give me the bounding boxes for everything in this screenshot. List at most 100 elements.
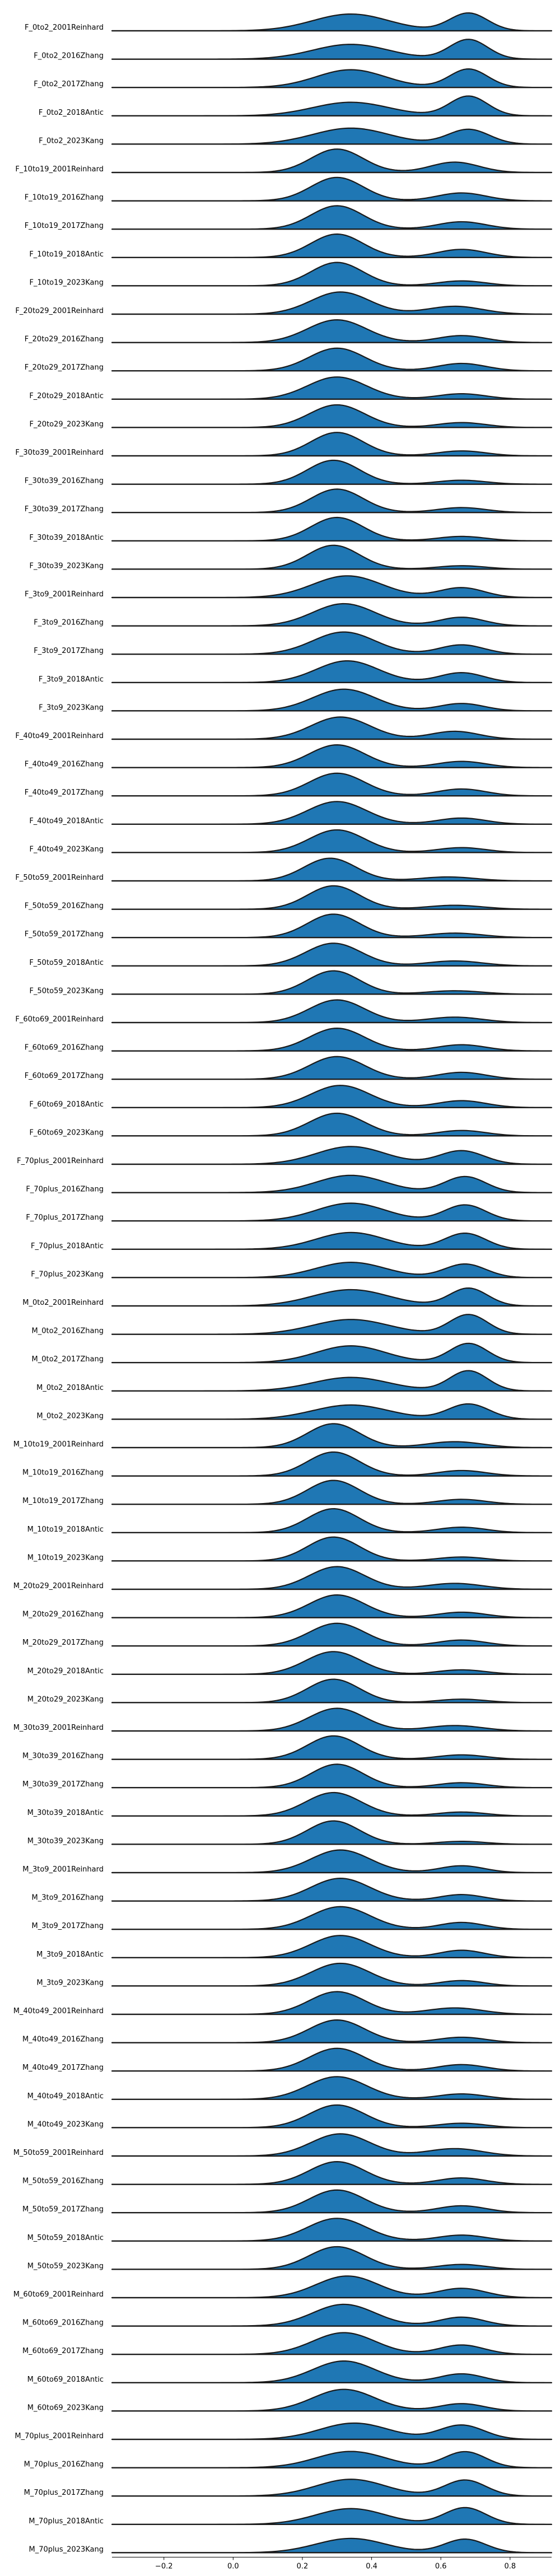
ridge-density [111,2537,553,2554]
row-label: M_30to39_2018Antic [27,1809,104,1817]
ridge-density [111,1287,553,1307]
ridge-density [111,148,553,174]
ridge-row: M_3to9_2001Reinhard [22,1849,553,1874]
row-label: F_0to2_2023Kang [39,137,104,145]
row-label: M_10to19_2016Zhang [22,1469,104,1477]
ridge-row: F_50to59_2017Zhang [25,913,553,939]
ridge-density [111,999,553,1024]
ridge-row: F_40to49_2016Zhang [25,744,553,769]
row-label: F_10to19_2023Kang [30,278,104,287]
x-tick-label: 0.2 [297,2562,309,2570]
ridge-row: F_60to69_2023Kang [30,1112,553,1137]
row-label: F_40to49_2018Antic [29,817,104,825]
row-label: F_60to69_2017Zhang [25,1072,104,1080]
row-label: M_50to59_2016Zhang [22,2177,104,2186]
ridge-row: F_70plus_2017Zhang [26,1202,553,1222]
ridge-density [111,459,553,485]
row-label: M_20to29_2018Antic [27,1667,104,1676]
ridge-row: F_3to9_2016Zhang [34,603,553,627]
ridge-row: F_20to29_2023Kang [30,404,553,428]
ridge-density [111,603,553,627]
row-label: F_10to19_2001Reinhard [15,165,104,174]
ridge-density [111,1202,553,1222]
row-label: M_40to49_2023Kang [27,2120,104,2129]
ridge-density [111,660,553,683]
ridge-density [111,1566,553,1590]
ridge-density [111,2507,553,2525]
ridge-row: M_40to49_2023Kang [27,2104,553,2129]
ridge-row: M_10to19_2018Antic [27,1508,553,1534]
row-label: M_70plus_2023Kang [29,2545,104,2554]
ridge-density [111,1262,553,1278]
ridge-row: M_60to69_2018Antic [27,2360,553,2384]
ridge-row: F_3to9_2018Antic [39,660,553,684]
row-label: M_70plus_2016Zhang [24,2461,104,2469]
ridge-density [111,2133,553,2157]
ridge-density [111,2479,553,2497]
ridge-row: M_70plus_2001Reinhard [15,2422,553,2440]
ridge-density [111,2246,553,2270]
ridge-density [111,2451,553,2468]
row-label: F_10to19_2018Antic [29,250,104,259]
row-label: F_70plus_2017Zhang [26,1214,104,1222]
row-label: F_20to29_2023Kang [30,420,104,428]
ridge-row: M_40to49_2017Zhang [22,2047,553,2072]
ridge-row: M_3to9_2017Zhang [32,1906,553,1930]
row-label: F_3to9_2018Antic [39,675,104,684]
row-label: F_30to39_2018Antic [29,534,104,542]
row-label: M_60to69_2023Kang [27,2404,104,2412]
ridge-row: M_10to19_2023Kang [27,1536,553,1562]
ridge-row: F_0to2_2018Antic [39,95,553,117]
ridge-row: M_0to2_2001Reinhard [22,1287,553,1307]
ridge-density [111,1651,553,1675]
ridge-row: M_30to39_2023Kang [27,1820,553,1845]
x-tick-label: −0.2 [155,2562,173,2570]
row-label: M_20to29_2023Kang [27,1695,104,1704]
ridge-row: F_10to19_2017Zhang [25,205,553,230]
ridge-row: F_60to69_2001Reinhard [15,999,553,1024]
ridge-density [111,1935,553,1958]
ridge-row: M_0to2_2017Zhang [32,1342,553,1364]
row-label: F_20to29_2017Zhang [25,363,104,372]
ridge-density [111,1508,553,1533]
ridge-row: F_40to49_2018Antic [29,801,553,825]
ridge-density [111,319,553,343]
ridge-density [111,857,553,882]
ridge-row: M_50to59_2017Zhang [22,2189,553,2214]
ridge-density [111,404,553,428]
row-label: F_40to49_2016Zhang [25,760,104,769]
ridge-row: F_3to9_2017Zhang [34,631,553,655]
row-label: F_0to2_2017Zhang [34,80,104,88]
row-label: M_20to29_2001Reinhard [13,1582,104,1590]
row-label: M_40to49_2016Zhang [22,2036,104,2044]
ridge-row: F_10to19_2018Antic [29,233,553,259]
ridge-row: F_40to49_2017Zhang [25,772,553,797]
ridge-row: M_70plus_2016Zhang [24,2451,553,2469]
row-label: F_20to29_2016Zhang [25,335,104,344]
ridge-density [111,2189,553,2214]
ridge-density [111,1085,553,1108]
ridge-density [111,2332,553,2355]
row-label: M_10to19_2018Antic [27,1525,104,1534]
ridge-row: F_20to29_2017Zhang [25,347,553,372]
ridge-row: M_20to29_2018Antic [27,1651,553,1676]
ridge-density [111,1820,553,1845]
row-label: F_30to39_2016Zhang [25,477,104,486]
ridge-density [111,688,553,712]
row-label: F_20to29_2001Reinhard [15,307,104,315]
ridge-density [111,544,553,570]
x-tick-label: 0.0 [227,2562,239,2570]
ridge-density [111,1906,553,1930]
ridge-density [111,2019,553,2043]
row-label: F_50to59_2023Kang [30,987,104,995]
ridge-row: M_20to29_2016Zhang [22,1594,553,1619]
ridge-density [111,1028,553,1052]
ridge-density [111,1735,553,1760]
ridge-density [111,68,553,88]
ridge-density [111,1370,553,1392]
row-label: F_30to39_2017Zhang [25,505,104,514]
ridge-density [111,1451,553,1477]
row-label: M_3to9_2016Zhang [32,1894,104,1902]
row-label: M_10to19_2017Zhang [22,1497,104,1505]
ridge-density [111,913,553,939]
